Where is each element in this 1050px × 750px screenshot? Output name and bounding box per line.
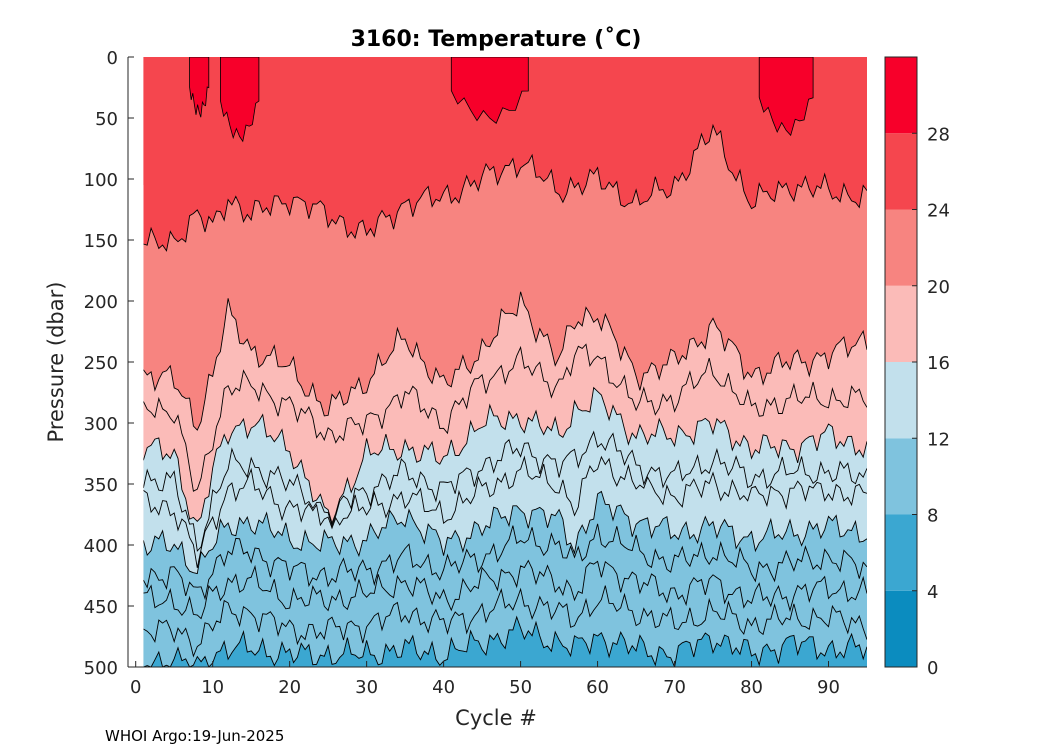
- isotherm-t11: [143, 523, 867, 601]
- x-tick-label: 60: [586, 677, 609, 698]
- isotherm-t10: [143, 559, 867, 620]
- x-tick-label: 0: [130, 677, 141, 698]
- isotherm-t8: [143, 615, 867, 667]
- x-tick-label: 40: [432, 677, 455, 698]
- no-data-stripe: [128, 185, 144, 667]
- colorbar-band: [885, 285, 917, 362]
- colorbar-tick-label: 8: [927, 506, 938, 527]
- colorbar-band: [885, 57, 917, 134]
- x-tick-label: 10: [201, 677, 224, 698]
- x-tick-label: 70: [663, 677, 686, 698]
- y-tick-label: 350: [84, 475, 118, 496]
- colorbar-tick-label: 20: [927, 277, 950, 298]
- band-below-8: [143, 617, 867, 667]
- x-tick-label: 90: [817, 677, 840, 698]
- chart-title: 3160: Temperature (˚C): [351, 27, 642, 52]
- colorbar-band: [885, 133, 917, 210]
- x-tick-label: 30: [355, 677, 378, 698]
- no-data-edge: [128, 57, 139, 186]
- y-axis-label: Pressure (dbar): [44, 282, 68, 443]
- warm-patch-28C: [450, 57, 529, 124]
- colorbar: 0 4 8 12 16 20 24 28: [884, 56, 950, 679]
- y-tick-label: 0: [107, 48, 118, 69]
- y-tick-label: 50: [95, 109, 118, 130]
- warm-patch-28C: [220, 57, 260, 143]
- isotherm-t14: [142, 430, 867, 552]
- y-axis: 0 50 100 150 200 250 300 350 400 450 500: [84, 48, 134, 679]
- isotherm-t9: [143, 585, 867, 658]
- isotherm-t12: [142, 490, 867, 575]
- colorbar-band: [885, 514, 917, 591]
- x-tick-label: 80: [740, 677, 763, 698]
- x-axis: 0 10 20 30 40 50 60 70 80 90: [130, 661, 840, 698]
- y-tick-label: 150: [84, 231, 118, 252]
- x-axis-label: Cycle #: [455, 706, 537, 730]
- contour-fills: [128, 57, 867, 667]
- colorbar-band: [885, 209, 917, 286]
- isotherm-t20: [143, 291, 867, 431]
- isotherm-t16: [142, 386, 867, 525]
- y-tick-label: 250: [84, 353, 118, 374]
- isotherm-t18: [142, 343, 867, 492]
- colorbar-tick-label: 4: [927, 582, 938, 603]
- y-tick-label: 100: [84, 170, 118, 191]
- plot-area: [128, 57, 867, 667]
- x-tick-label: 20: [278, 677, 301, 698]
- y-tick-label: 450: [84, 597, 118, 618]
- isotherm-t24: [143, 123, 867, 252]
- warm-patch-28C: [758, 57, 814, 137]
- colorbar-tick-label: 24: [927, 201, 950, 222]
- y-tick-label: 500: [84, 658, 118, 679]
- warm-patch-28C: [189, 57, 210, 118]
- colorbar-tick-label: 0: [927, 658, 938, 679]
- colorbar-tick-label: 16: [927, 353, 950, 374]
- y-tick-label: 300: [84, 414, 118, 435]
- colorbar-band: [885, 362, 917, 439]
- isotherm-t13: [143, 455, 867, 568]
- footer-credit: WHOI Argo:19-Jun-2025: [105, 727, 284, 745]
- colorbar-tick-label: 12: [927, 429, 950, 450]
- y-tick-label: 400: [84, 536, 118, 557]
- x-tick-label: 50: [509, 677, 532, 698]
- colorbar-band: [885, 590, 917, 667]
- y-tick-label: 200: [84, 292, 118, 313]
- colorbar-tick-label: 28: [927, 124, 950, 145]
- colorbar-band: [885, 438, 917, 515]
